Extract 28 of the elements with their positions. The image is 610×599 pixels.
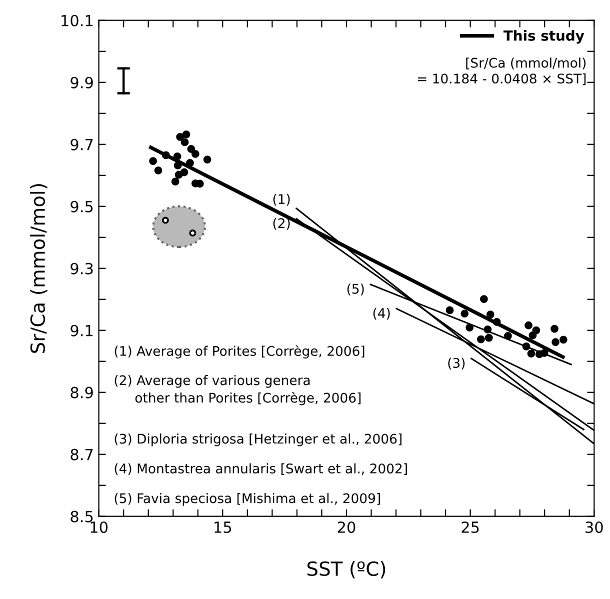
x-tick-label: 30: [586, 521, 603, 534]
y-tick-label: 9.1: [70, 324, 93, 336]
annotation: (3): [448, 358, 465, 370]
annotation: (1) Average of Porites [Corrège, 2006]: [114, 345, 364, 359]
x-axis-title: SST (ºC): [307, 561, 386, 578]
y-tick-label: 9.5: [70, 200, 93, 212]
y-tick-label: 10.1: [62, 14, 93, 26]
annotation: (4) Montastrea annularis [Swart et al., 2002]: [114, 463, 407, 476]
x-tick-label: 20: [338, 521, 356, 534]
y-tick-label: 8.9: [70, 386, 93, 398]
y-tick-label: 8.5: [70, 510, 93, 522]
y-axis-title: Sr/Ca (mmol/mol): [30, 184, 48, 353]
annotation: (5) Favia speciosa [Mishima et al., 2009]: [114, 493, 380, 506]
y-tick-label: 8.7: [70, 448, 93, 460]
annotation: (3) Diploria strigosa [Hetzinger et al., 2006]: [114, 434, 402, 446]
annotation: (2): [273, 218, 290, 230]
y-tick-label: 9.7: [70, 138, 93, 150]
x-tick-label: 10: [90, 521, 108, 534]
legend-label: This study: [503, 30, 584, 44]
x-tick-label: 15: [214, 522, 232, 534]
annotation: (5): [347, 284, 364, 296]
y-tick-label: 9.9: [70, 76, 93, 88]
annotation: (2) Average of various genera other than Porites [Corrège, 2006]: [114, 374, 361, 406]
x-tick-label: 25: [462, 521, 479, 534]
y-tick-label: 9.3: [70, 262, 93, 274]
annotation: (4): [373, 308, 390, 320]
annotation: (1): [273, 194, 290, 206]
annotation: [Sr/Ca (mmol/mol) = 10.184 - 0.0408 × SST]: [418, 58, 586, 86]
